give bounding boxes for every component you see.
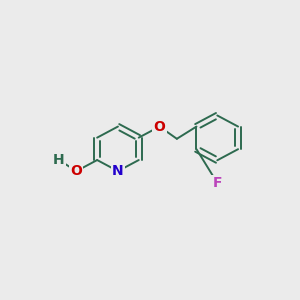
Text: H: H: [53, 153, 65, 167]
Text: N: N: [112, 164, 124, 178]
Text: O: O: [70, 164, 82, 178]
Text: F: F: [212, 176, 222, 190]
Text: O: O: [154, 120, 166, 134]
